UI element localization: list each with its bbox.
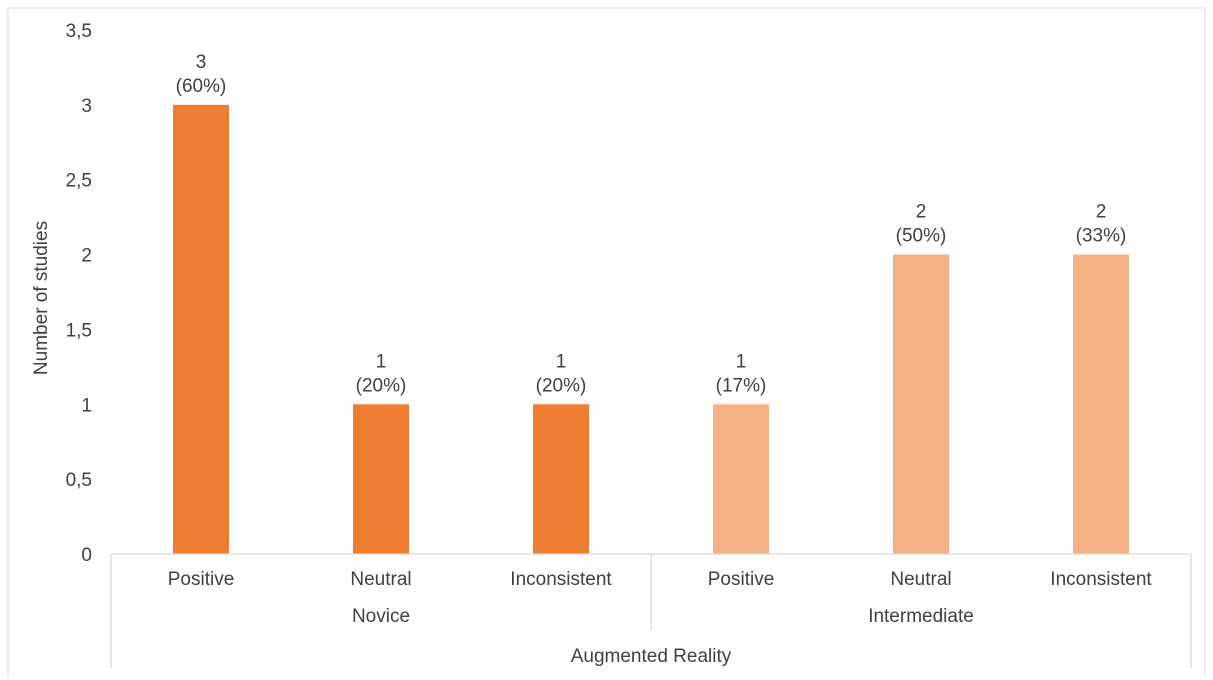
chart-border	[7, 7, 1206, 680]
x-supergroup-label: Augmented Reality	[571, 646, 732, 667]
bar	[893, 254, 949, 555]
bar-percent-label: (50%)	[896, 226, 947, 247]
x-category-label: Inconsistent	[1050, 569, 1152, 590]
bar	[173, 104, 229, 554]
y-tick-label: 1	[81, 395, 92, 416]
y-tick-label: 2	[81, 246, 92, 267]
x-group-label: Novice	[352, 606, 410, 627]
x-category-label: Neutral	[890, 569, 951, 590]
bar	[533, 404, 589, 554]
y-tick-label: 1,5	[66, 320, 92, 341]
bar	[1073, 254, 1129, 555]
y-tick-label: 0,5	[66, 470, 92, 491]
bar-value-label: 3	[196, 52, 207, 73]
y-axis-ticks: 0 0,5 1 1,5 2 2,5 3 3,5	[66, 21, 92, 566]
y-tick-label: 3,5	[66, 21, 92, 42]
y-tick-label: 0	[81, 545, 92, 566]
bar-percent-label: (20%)	[536, 375, 587, 396]
bar-percent-label: (33%)	[1076, 226, 1127, 247]
bar-percent-label: (17%)	[716, 375, 767, 396]
x-category-label: Positive	[168, 569, 235, 590]
x-category-label: Inconsistent	[510, 569, 612, 590]
bars	[173, 104, 1129, 555]
bar-value-label: 1	[556, 351, 567, 372]
y-tick-label: 3	[81, 96, 92, 117]
x-category-label: Neutral	[350, 569, 411, 590]
bar-percent-label: (20%)	[356, 375, 407, 396]
y-axis-label: Number of studies	[31, 221, 52, 375]
x-category-label: Positive	[708, 569, 775, 590]
x-axis: Positive Neutral Inconsistent Positive Neutr…	[110, 553, 1192, 668]
bar-value-label: 2	[1096, 202, 1107, 223]
bar	[353, 404, 409, 554]
bar-data-labels: 3 (60%) 1 (20%) 1 (20%) 1 (17%) 2 (50%) 2 (33%)	[176, 52, 1127, 396]
bar-percent-label: (60%)	[176, 76, 227, 97]
x-group-label: Intermediate	[868, 606, 974, 627]
bar	[713, 404, 769, 554]
bar-value-label: 1	[736, 351, 747, 372]
bar-value-label: 2	[916, 202, 927, 223]
y-tick-label: 2,5	[66, 171, 92, 192]
bar-value-label: 1	[376, 351, 387, 372]
